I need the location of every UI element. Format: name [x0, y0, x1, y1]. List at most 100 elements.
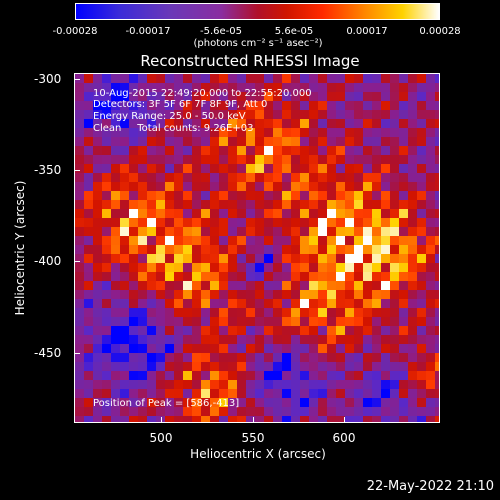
heatmap-pixel [93, 362, 102, 371]
heatmap-pixel [120, 380, 129, 389]
heatmap-pixel [201, 83, 210, 92]
colorbar-tick: 5.6e-05 [274, 26, 314, 37]
heatmap-pixel [156, 389, 165, 398]
heatmap-pixel [219, 200, 228, 209]
heatmap-pixel [120, 155, 129, 164]
heatmap-pixel [318, 128, 327, 137]
heatmap-pixel [219, 101, 228, 110]
heatmap-pixel [75, 326, 84, 335]
heatmap-pixel [282, 74, 291, 83]
heatmap-pixel [291, 254, 300, 263]
heatmap-pixel [246, 245, 255, 254]
heatmap-pixel [192, 245, 201, 254]
heatmap-pixel [246, 191, 255, 200]
heatmap-pixel [345, 110, 354, 119]
heatmap-pixel [192, 182, 201, 191]
heatmap-pixel [192, 371, 201, 380]
heatmap-pixel [102, 326, 111, 335]
heatmap-pixel [147, 119, 156, 128]
heatmap-pixel [147, 137, 156, 146]
heatmap-pixel [408, 272, 417, 281]
heatmap-pixel [165, 380, 174, 389]
heatmap-pixel [228, 110, 237, 119]
heatmap-pixel [327, 83, 336, 92]
heatmap-pixel [318, 245, 327, 254]
heatmap-pixel [183, 263, 192, 272]
heatmap-pixel [210, 209, 219, 218]
heatmap-pixel [201, 164, 210, 173]
heatmap-pixel [435, 416, 439, 422]
heatmap-pixel [381, 281, 390, 290]
heatmap-pixel [165, 128, 174, 137]
heatmap-pixel [390, 335, 399, 344]
heatmap-pixel [111, 290, 120, 299]
heatmap-pixel [381, 308, 390, 317]
heatmap-pixel [192, 146, 201, 155]
heatmap-pixel [120, 272, 129, 281]
heatmap-pixel [291, 308, 300, 317]
heatmap-pixel [327, 200, 336, 209]
heatmap-pixel [183, 353, 192, 362]
heatmap-pixel [210, 92, 219, 101]
heatmap-pixel [426, 128, 435, 137]
heatmap-pixel [93, 263, 102, 272]
heatmap-pixel [228, 92, 237, 101]
heatmap-pixel [138, 371, 147, 380]
heatmap-pixel [156, 272, 165, 281]
heatmap-pixel [336, 281, 345, 290]
heatmap-pixel [291, 272, 300, 281]
heatmap-pixel [345, 218, 354, 227]
heatmap-pixel [246, 146, 255, 155]
heatmap-pixel [219, 362, 228, 371]
heatmap-pixel [381, 416, 390, 422]
heatmap-pixel [111, 110, 120, 119]
heatmap-pixel [426, 74, 435, 83]
heatmap-pixel [255, 380, 264, 389]
heatmap-pixel [345, 317, 354, 326]
heatmap-pixel [426, 227, 435, 236]
heatmap-pixel [75, 236, 84, 245]
heatmap-pixel [84, 146, 93, 155]
heatmap-pixel [156, 209, 165, 218]
heatmap-pixel [237, 92, 246, 101]
heatmap-pixel [84, 281, 93, 290]
heatmap-pixel [282, 263, 291, 272]
heatmap-pixel [84, 92, 93, 101]
heatmap-pixel [300, 218, 309, 227]
heatmap-pixel [264, 227, 273, 236]
heatmap-pixel [282, 254, 291, 263]
heatmap-pixel [129, 272, 138, 281]
heatmap-pixel [228, 389, 237, 398]
heatmap-pixel [318, 83, 327, 92]
heatmap-pixel [435, 227, 439, 236]
heatmap-pixel [282, 371, 291, 380]
heatmap-pixel [174, 272, 183, 281]
heatmap-pixel [111, 281, 120, 290]
heatmap-pixel [174, 281, 183, 290]
heatmap-pixel [165, 353, 174, 362]
heatmap-pixel [363, 317, 372, 326]
heatmap-pixel [399, 362, 408, 371]
heatmap-pixel [183, 227, 192, 236]
heatmap-pixel [390, 173, 399, 182]
heatmap-pixel [165, 119, 174, 128]
heatmap-pixel [246, 362, 255, 371]
heatmap-pixel [399, 218, 408, 227]
heatmap-pixel [183, 272, 192, 281]
heatmap-pixel [381, 110, 390, 119]
heatmap-pixel [390, 227, 399, 236]
heatmap-pixel [309, 290, 318, 299]
heatmap-pixel [399, 254, 408, 263]
heatmap-pixel [237, 227, 246, 236]
heatmap-pixel [372, 245, 381, 254]
heatmap-pixel [309, 218, 318, 227]
heatmap-pixel [336, 83, 345, 92]
heatmap-pixel [111, 380, 120, 389]
heatmap-pixel [309, 335, 318, 344]
heatmap-pixel [93, 137, 102, 146]
heatmap-pixel [129, 200, 138, 209]
heatmap-pixel [408, 308, 417, 317]
heatmap-pixel [309, 110, 318, 119]
heatmap-pixel [129, 416, 138, 422]
heatmap-pixel [219, 353, 228, 362]
